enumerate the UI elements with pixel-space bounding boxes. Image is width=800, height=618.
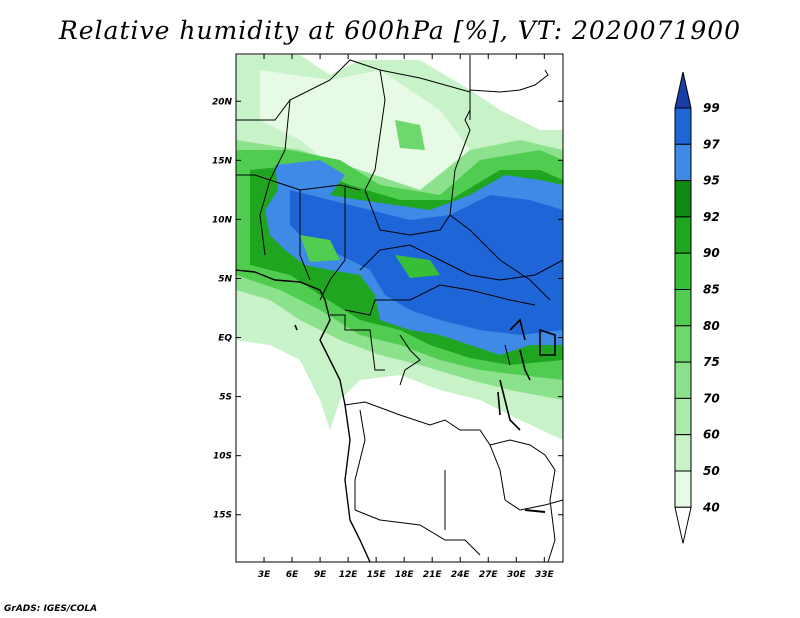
grads-credit: GrADS: IGES/COLA — [4, 604, 98, 614]
colorbar-label: 99 — [703, 101, 720, 115]
lat-tick-label: 10S — [213, 452, 232, 462]
colorbar-segment — [674, 470, 692, 508]
longitude-labels: 3E 6E 9E 12E 15E 18E 21E 24E 27E 30E 33E — [258, 570, 555, 580]
colorbar-label: 75 — [703, 355, 720, 369]
lat-tick-label: 5S — [219, 393, 232, 403]
colorbar-segment — [674, 180, 692, 218]
lat-tick-label: 5N — [218, 274, 232, 284]
lon-tick-label: 27E — [479, 570, 499, 580]
colorbar-segment — [674, 289, 692, 327]
colorbar-label: 70 — [703, 391, 720, 405]
lat-tick-label: 10N — [212, 215, 233, 225]
colorbar-label: 95 — [703, 174, 720, 188]
colorbar-top-arrow — [674, 71, 692, 109]
humidity-field — [236, 55, 563, 440]
colorbar-segment — [674, 397, 692, 436]
latitude-labels: 20N 15N 10N 5N EQ 5S 10S 15S — [212, 97, 233, 520]
colorbar-segment — [674, 216, 692, 254]
colorbar-segment — [674, 143, 692, 182]
colorbar-label: 40 — [702, 500, 720, 514]
lat-tick-label: 15S — [213, 511, 232, 521]
colorbar-segment — [674, 252, 692, 290]
colorbar-segment — [674, 107, 692, 145]
colorbar-segment — [674, 361, 692, 399]
lat-tick-label: 20N — [212, 97, 233, 107]
colorbar-label: 92 — [703, 210, 720, 224]
lon-tick-label: 21E — [423, 570, 443, 580]
colorbar-label: 80 — [703, 319, 720, 333]
colorbar-label: 90 — [703, 246, 720, 260]
colorbar-label: 85 — [703, 283, 720, 297]
lat-tick-label: 15N — [212, 156, 233, 166]
humidity-blue-core — [265, 160, 563, 355]
lon-tick-label: 30E — [507, 570, 527, 580]
lat-tick-label: EQ — [218, 334, 232, 344]
lon-tick-label: 12E — [339, 570, 359, 580]
country-borders — [236, 55, 563, 562]
axis-ticks — [236, 54, 563, 562]
lon-tick-label: 6E — [286, 570, 299, 580]
colorbar — [674, 71, 692, 544]
colorbar-segment — [674, 325, 692, 363]
lon-tick-label: 18E — [395, 570, 415, 580]
colorbar-segment — [674, 434, 692, 472]
colorbar-label: 97 — [703, 137, 720, 151]
lon-tick-label: 9E — [314, 570, 327, 580]
colorbar-label: 60 — [703, 428, 720, 442]
colorbar-label: 50 — [703, 464, 720, 478]
map-title: Relative humidity at 600hPa [%], VT: 202… — [58, 16, 742, 45]
lon-tick-label: 24E — [451, 570, 471, 580]
colorbar-labels: 99 97 95 92 90 85 80 75 70 60 50 40 — [702, 101, 720, 514]
lon-tick-label: 3E — [258, 570, 271, 580]
colorbar-bottom-arrow — [674, 506, 692, 544]
lon-tick-label: 15E — [367, 570, 387, 580]
map-frame — [235, 53, 564, 563]
lon-tick-label: 33E — [535, 570, 555, 580]
